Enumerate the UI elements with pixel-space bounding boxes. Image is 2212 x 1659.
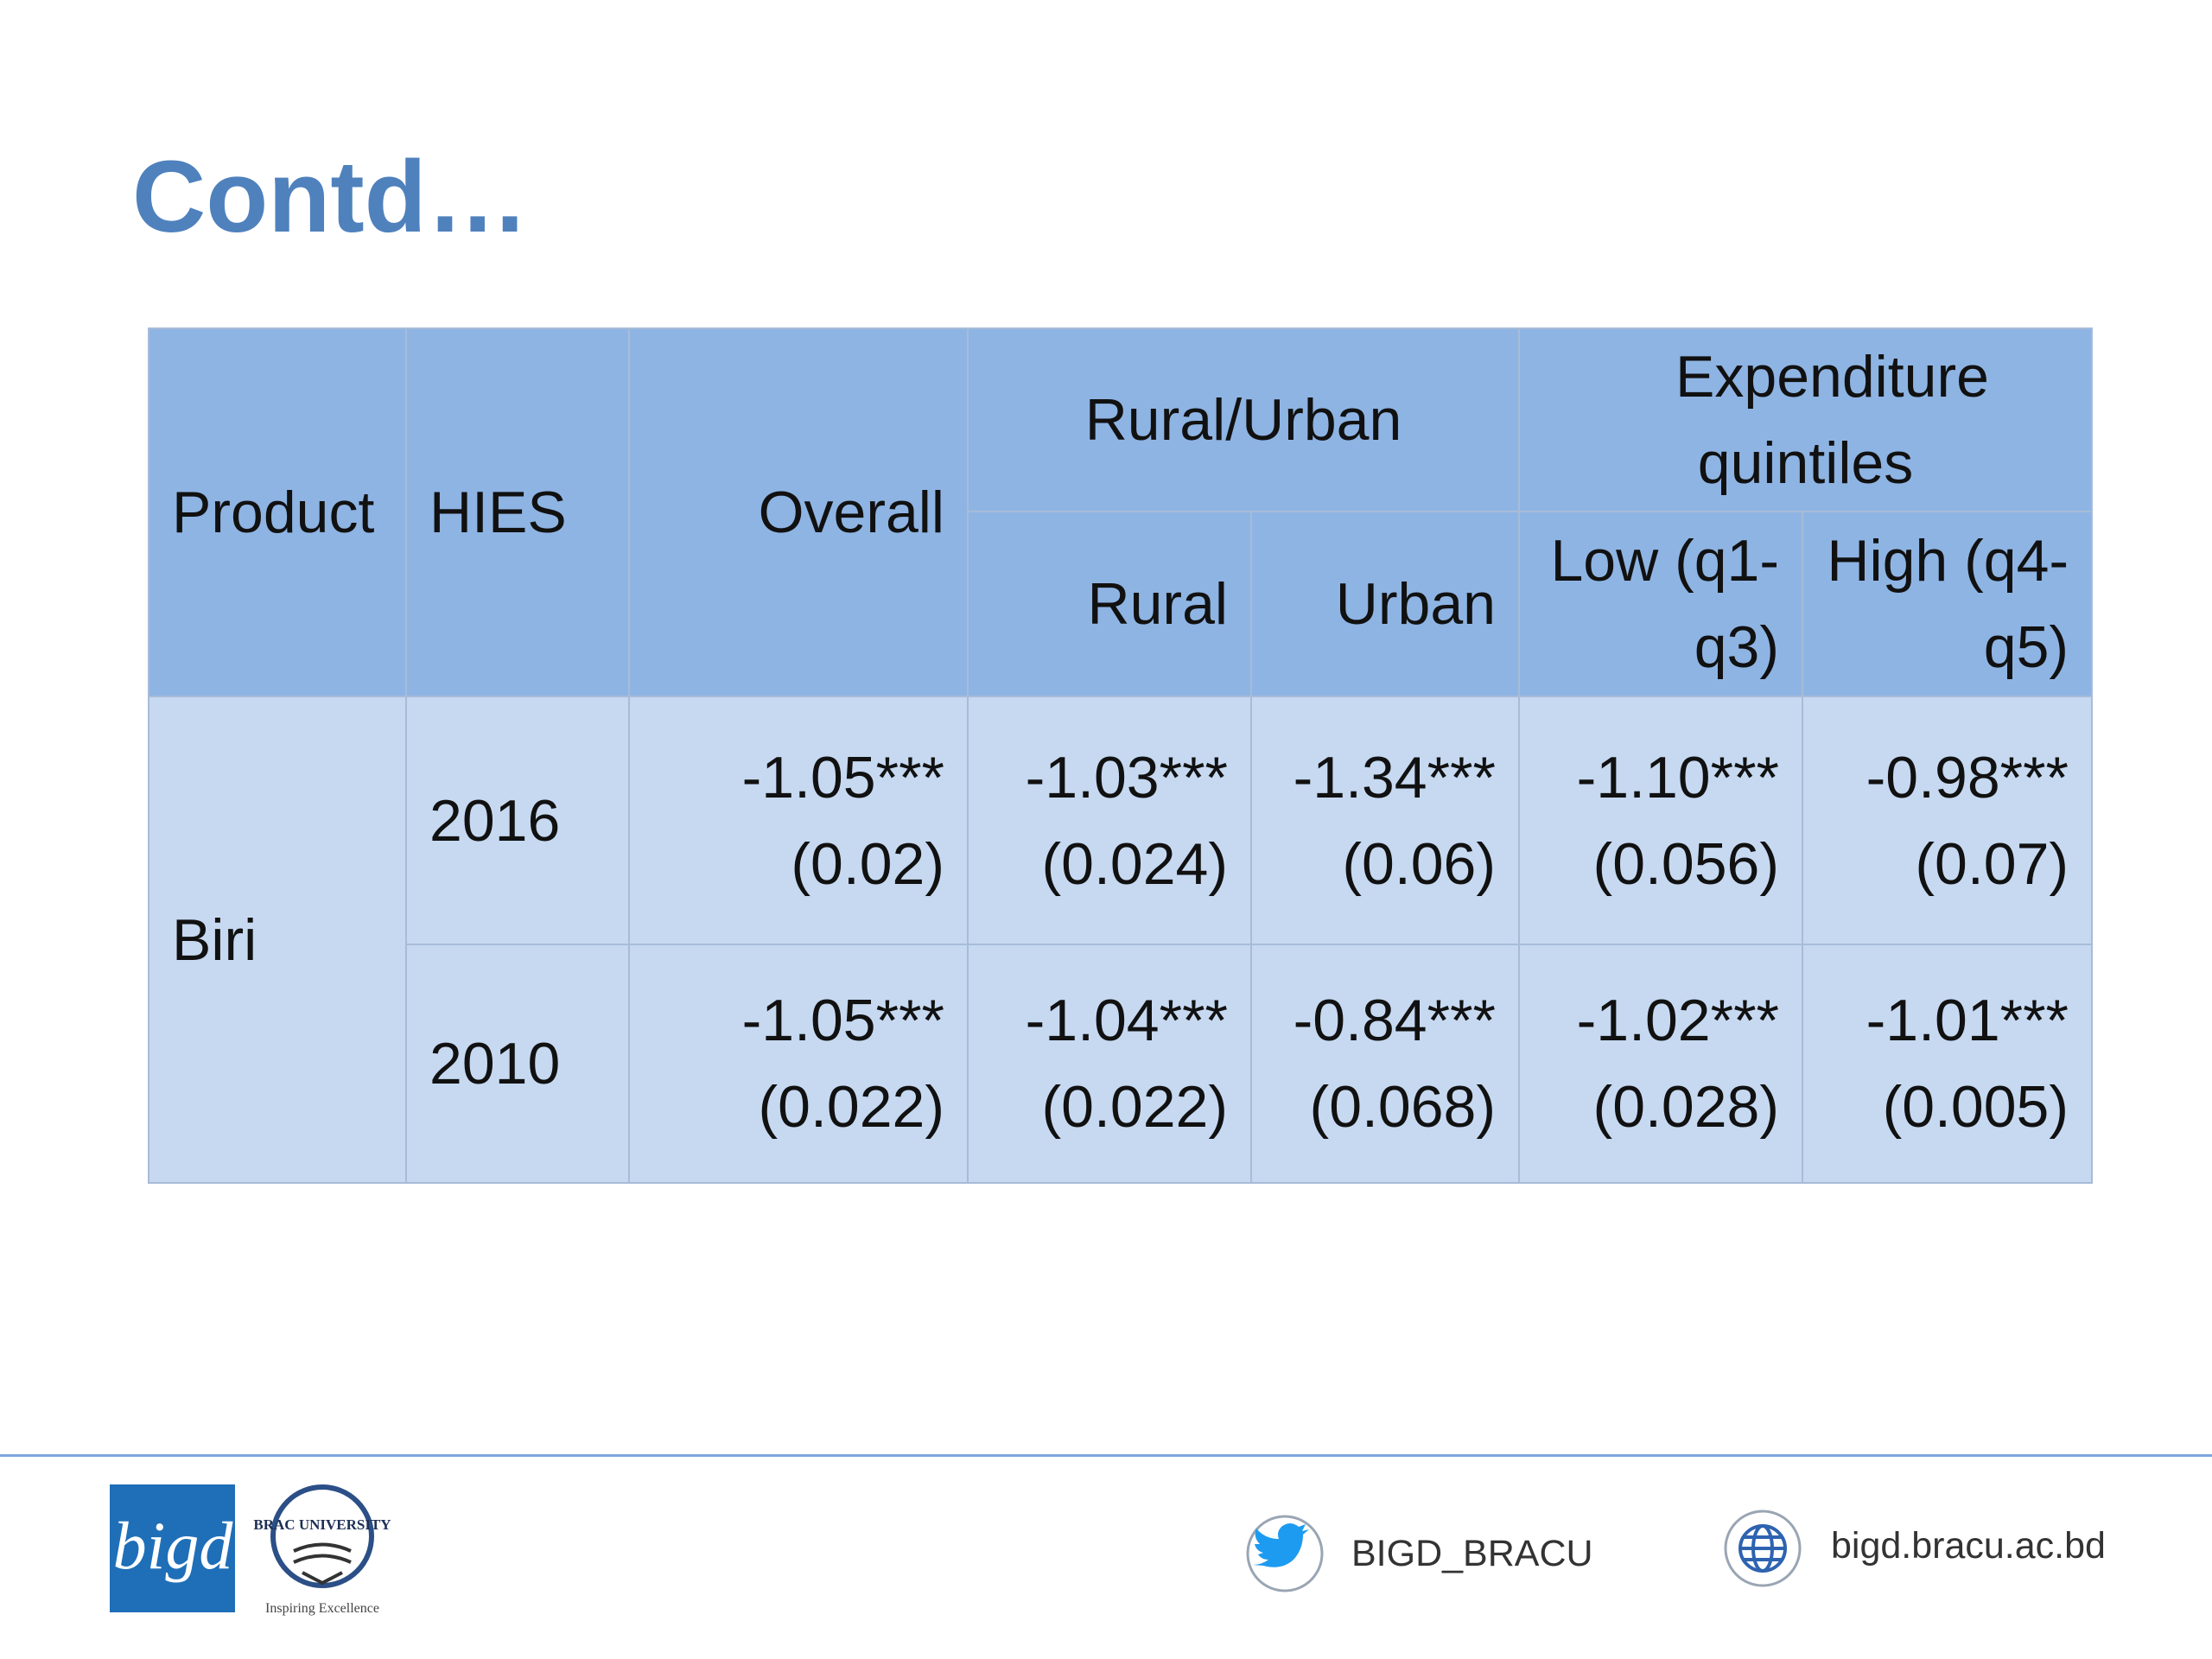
bigd-logo xyxy=(110,1484,235,1612)
globe xyxy=(1738,1524,1787,1573)
twitter-bird xyxy=(1253,1523,1309,1567)
standard-error: (0.056) xyxy=(1592,830,1780,897)
coefficient: -1.05*** xyxy=(741,744,944,810)
standard-error: (0.005) xyxy=(1882,1074,2069,1140)
estimate-cell: -0.84*** (0.068) xyxy=(1249,944,1521,1184)
coefficient: -1.02*** xyxy=(1576,988,1780,1053)
coefficient: -0.84*** xyxy=(1293,988,1497,1053)
header-cell: Urban xyxy=(1249,511,1521,697)
standard-error: (0.02) xyxy=(791,830,944,897)
standard-error: (0.07) xyxy=(1915,830,2069,897)
slide-title: Contd… xyxy=(132,140,529,254)
brac-motto: Inspiring Excellence xyxy=(265,1601,379,1616)
standard-error: (0.024) xyxy=(1041,830,1228,897)
header-cell: Rural/Urban xyxy=(966,327,1521,512)
results-table: Product HIES Overall Rural/Urban Expendi… xyxy=(148,327,2094,1184)
footer-rule xyxy=(0,1454,2212,1457)
standard-error: (0.06) xyxy=(1342,830,1497,897)
estimate-cell: -0.98*** (0.07) xyxy=(1802,696,2094,945)
standard-error: (0.022) xyxy=(1041,1074,1228,1140)
standard-error: (0.028) xyxy=(1592,1074,1780,1140)
estimate-cell: -1.05*** (0.02) xyxy=(628,696,969,945)
header-cell: Product xyxy=(148,327,407,697)
coefficient: -1.04*** xyxy=(1025,988,1228,1053)
header-cell: High (q4-q5) xyxy=(1802,511,2094,697)
estimate-cell: -1.03*** (0.024) xyxy=(967,696,1252,945)
product-cell: Biri xyxy=(148,696,407,1184)
coefficient: -0.98*** xyxy=(1866,744,2069,810)
header-cell: Overall xyxy=(628,327,969,697)
estimate-cell: -1.10*** (0.056) xyxy=(1518,696,1804,945)
estimate-cell: -1.05*** (0.022) xyxy=(628,944,969,1184)
estimate-cell: -1.34*** (0.06) xyxy=(1249,696,1521,945)
year-cell: 2010 xyxy=(405,944,630,1184)
twitter-handle: BIGD_BRACU xyxy=(1351,1533,1593,1574)
header-cell: Low (q1-q3) xyxy=(1518,511,1804,697)
standard-error: (0.068) xyxy=(1309,1074,1497,1140)
brac-logo-book xyxy=(293,1542,352,1586)
estimate-cell: -1.02*** (0.028) xyxy=(1518,944,1804,1184)
coefficient: -1.34*** xyxy=(1293,744,1497,810)
header-cell: HIES xyxy=(405,327,630,697)
coefficient: -1.05*** xyxy=(741,988,944,1053)
year-cell: 2016 xyxy=(405,696,630,945)
brac-logo-text: BRAC UNIVERSITY xyxy=(253,1516,391,1533)
header-cell: Rural xyxy=(967,511,1252,697)
estimate-cell: -1.04*** (0.022) xyxy=(967,944,1252,1184)
globe-icon xyxy=(1724,1510,1802,1587)
website: bigd.bracu.ac.bd xyxy=(1831,1525,2106,1567)
coefficient: -1.10*** xyxy=(1576,744,1780,810)
estimate-cell: -1.01*** (0.005) xyxy=(1802,944,2094,1184)
bigd-logo-text: bigd xyxy=(113,1508,234,1583)
twitter-icon xyxy=(1246,1515,1324,1592)
standard-error: (0.022) xyxy=(758,1074,944,1140)
header-cell: Expenditure quintiles xyxy=(1518,327,2094,512)
coefficient: -1.03*** xyxy=(1025,744,1228,810)
coefficient: -1.01*** xyxy=(1866,988,2069,1053)
brac-logo xyxy=(270,1484,374,1588)
